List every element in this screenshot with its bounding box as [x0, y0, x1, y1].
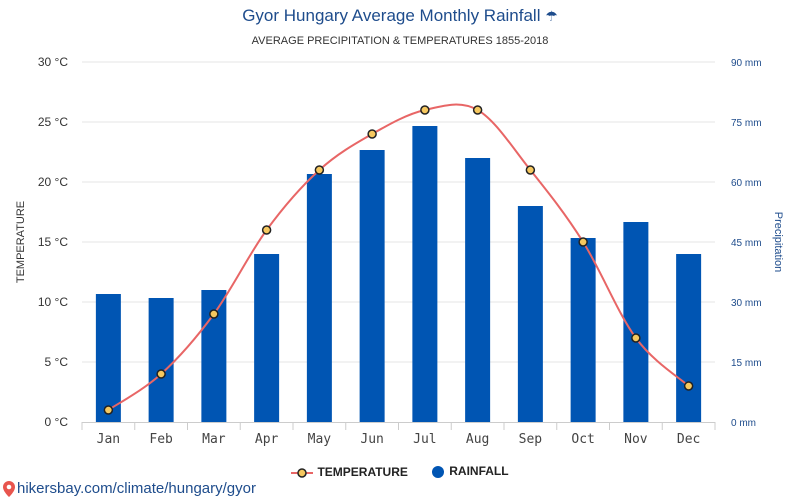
temperature-marker — [209, 309, 219, 319]
chart-title-text: Gyor Hungary Average Monthly Rainfall — [242, 6, 541, 25]
rainfall-bar — [517, 206, 543, 422]
x-tick-label: Apr — [255, 432, 279, 447]
grid-lines — [82, 61, 715, 363]
x-tick-label: Nov — [624, 432, 648, 447]
chart-subtitle: AVERAGE PRECIPITATION & TEMPERATURES 185… — [251, 35, 549, 47]
legend-temperature-label: TEMPERATURE — [317, 464, 408, 479]
source-link[interactable]: hikersbay.com/climate/hungary/gyor — [3, 480, 256, 498]
temperature-line — [107, 103, 690, 411]
legend-item-rainfall[interactable]: RAINFALL — [431, 464, 509, 479]
temperature-marker — [578, 237, 588, 247]
y-left-tick-label: 0 °C — [45, 415, 69, 429]
rainfall-bar — [465, 158, 491, 422]
rainfall-bar — [623, 222, 649, 422]
chart-legend: TEMPERATURE RAINFALL — [0, 464, 800, 479]
temperature-marker — [314, 165, 325, 175]
x-tick-label: Aug — [466, 432, 489, 447]
x-tick-label: Dec — [677, 432, 700, 447]
temperature-marker — [420, 105, 430, 115]
y-left-tick-label: 15 °C — [38, 235, 68, 249]
rainfall-bars — [95, 126, 702, 422]
rainfall-bar — [359, 150, 385, 422]
y-axis-left: 0 °C 5 °C 10 °C 15 °C 20 °C 25 °C 30 °C — [38, 55, 68, 429]
chart-title: Gyor Hungary Average Monthly Rainfall ☂ — [0, 6, 800, 26]
x-tick-label: Mar — [202, 432, 226, 447]
x-axis: Jan Feb Mar Apr May Jun Jul Aug Sep Oct Nov Dec — [81, 422, 716, 447]
y-right-tick-label: 90 mm — [731, 58, 762, 69]
temperature-marker — [156, 369, 166, 379]
temperature-marker — [683, 381, 694, 391]
y-right-tick-label: 75 mm — [731, 118, 762, 129]
rainfall-bar — [306, 174, 332, 422]
rainfall-legend-icon — [432, 466, 445, 479]
y-left-tick-label: 25 °C — [38, 115, 68, 129]
y-axis-left-label: TEMPERATURE — [15, 201, 27, 283]
y-axis-right: 0 mm 15 mm 30 mm 45 mm 60 mm 75 mm 90 mm — [731, 58, 762, 429]
legend-rainfall-label: RAINFALL — [449, 464, 509, 479]
y-left-tick-label: 30 °C — [38, 55, 68, 69]
temperature-markers — [103, 105, 694, 415]
temperature-marker — [103, 405, 114, 415]
temperature-legend-icon — [291, 467, 314, 478]
temperature-marker — [631, 333, 641, 343]
rainfall-bar — [570, 238, 596, 422]
x-tick-label: Jan — [97, 432, 120, 447]
source-link-text: hikersbay.com/climate/hungary/gyor — [17, 480, 256, 497]
temperature-marker — [525, 165, 536, 175]
y-left-tick-label: 20 °C — [38, 175, 68, 189]
y-right-tick-label: 0 mm — [731, 418, 756, 429]
y-left-tick-label: 5 °C — [45, 355, 69, 369]
y-left-tick-label: 10 °C — [38, 295, 68, 309]
rainfall-bar — [95, 294, 121, 422]
temperature-marker — [472, 105, 483, 115]
x-tick-label: Sep — [519, 432, 543, 447]
rainfall-bar — [412, 126, 438, 422]
legend-item-temperature[interactable]: TEMPERATURE — [291, 464, 408, 479]
y-right-tick-label: 45 mm — [731, 238, 762, 249]
map-pin-icon — [3, 481, 15, 498]
x-tick-label: Jun — [360, 432, 383, 447]
x-tick-label: May — [308, 432, 332, 447]
y-right-tick-label: 60 mm — [731, 178, 762, 189]
umbrella-icon: ☂ — [545, 8, 558, 24]
x-tick-label: Jul — [413, 432, 436, 447]
rainfall-temperature-chart: Jan Feb Mar Apr May Jun Jul Aug Sep Oct Nov Dec 0 °… — [15, 55, 784, 447]
y-right-tick-label: 30 mm — [731, 298, 762, 309]
rainfall-bar — [676, 254, 702, 422]
rainfall-bar — [254, 254, 280, 422]
temperature-line-path — [107, 103, 690, 411]
rainfall-bar — [148, 298, 174, 422]
temperature-marker — [261, 225, 272, 235]
y-axis-right-label: Precipitation — [772, 212, 784, 273]
x-tick-label: Feb — [149, 432, 173, 447]
x-tick-label: Oct — [571, 432, 594, 447]
temperature-marker — [367, 129, 377, 139]
y-right-tick-label: 15 mm — [731, 358, 762, 369]
